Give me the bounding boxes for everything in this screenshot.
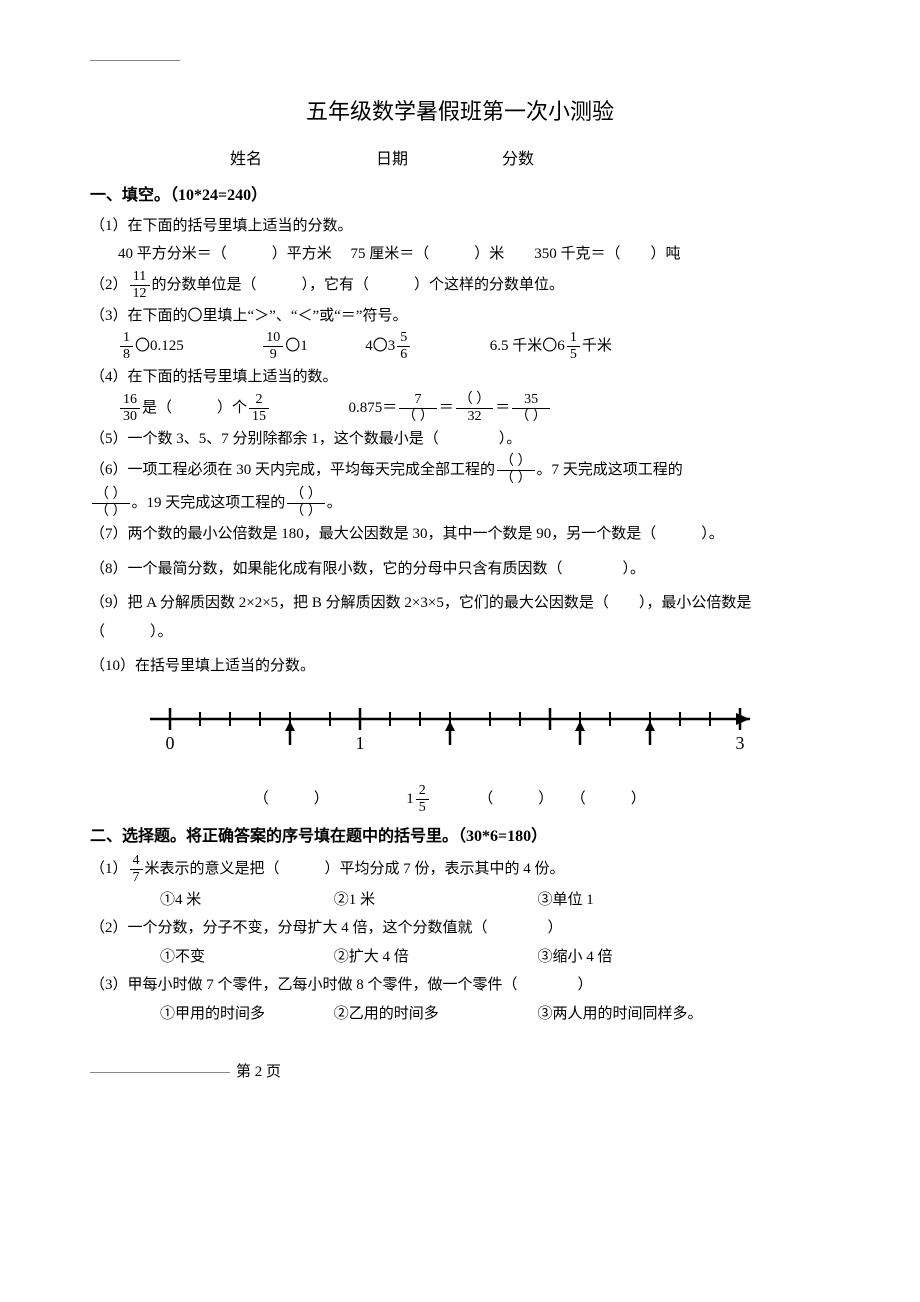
q6-frac1: （ ）（ ）: [497, 454, 535, 487]
section2-head: 二、选择题。将正确答案的序号填在题中的括号里。（30*6=180）: [90, 822, 830, 852]
svg-text:3: 3: [736, 733, 745, 753]
q3d-tail: 千米: [582, 338, 612, 354]
header-name-label: 姓名: [230, 145, 262, 175]
q5: （5）一个数 3、5、7 分别除都余 1，这个数最小是（ ）。: [90, 425, 830, 454]
q3-line: 18〇0.125 109〇1 4〇356 6.5 千米〇615千米: [118, 330, 830, 363]
footer-rule: [90, 1072, 230, 1073]
s2q1-o2: ②1 米: [334, 886, 534, 915]
q4-label: （4）在下面的括号里填上适当的数。: [90, 363, 830, 392]
s2q3-opts: ①甲用的时间多 ②乙用的时间多 ③两人用的时间同样多。: [160, 1000, 830, 1029]
top-rule: [90, 60, 180, 61]
q4b1-frac: 7（ ）: [399, 392, 437, 425]
q10-paren-row: （ ） 125 （ ） （ ）: [190, 783, 830, 816]
q6-mid2: 。19 天完成这项工程的: [132, 495, 286, 511]
q10-p1: （ ）: [254, 785, 329, 814]
s2q1-pre: （1）: [90, 861, 128, 877]
q2: （2）1112的分数单位是（ ），它有（ ）个这样的分数单位。: [90, 269, 830, 302]
q10-p3: （ ）: [571, 785, 646, 814]
q4-eq2: ＝: [495, 400, 510, 416]
s2q3: （3）甲每小时做 7 个零件，乙每小时做 8 个零件，做一个零件（ ）: [90, 971, 830, 1000]
q4b-lhs: 0.875＝: [349, 400, 398, 416]
s2q1-o1: ①4 米: [160, 886, 330, 915]
q3a-frac: 18: [120, 330, 133, 363]
q1-label: （1）在下面的括号里填上适当的分数。: [90, 212, 830, 241]
svg-text:1: 1: [356, 733, 365, 753]
q4a2-frac: 215: [249, 392, 269, 425]
q4b2-frac: （ ）32: [456, 392, 494, 425]
q4a-mid: 是（ ）个: [142, 400, 247, 416]
s2q2-opts: ①不变 ②扩大 4 倍 ③缩小 4 倍: [160, 943, 830, 972]
q3-label: （3）在下面的〇里填上“＞”、“＜”或“＝”符号。: [90, 302, 830, 331]
header-score-label: 分数: [502, 145, 534, 175]
header-row: 姓名 日期 分数: [230, 145, 830, 175]
q4b3-frac: 35（ ）: [512, 392, 550, 425]
q4-line: 1630是（ ）个215 0.875＝7（ ）＝（ ）32＝35（ ）: [118, 392, 830, 425]
s2q1-opts: ①4 米 ②1 米 ③单位 1: [160, 886, 830, 915]
section1-head: 一、填空。（10*24=240）: [90, 181, 830, 211]
svg-text:0: 0: [166, 733, 175, 753]
q4-eq1: ＝: [439, 400, 454, 416]
s2q1: （1）47米表示的意义是把（ ）平均分成 7 份，表示其中的 4 份。: [90, 853, 830, 886]
s2q1-o3: ③单位 1: [538, 886, 594, 915]
q9: （9）把 A 分解质因数 2×2×5，把 B 分解质因数 2×3×5，它们的最大…: [90, 589, 830, 646]
q10-label: （10）在括号里填上适当的分数。: [90, 652, 830, 681]
q6-line2: （ ）（ ）。19 天完成这项工程的（ ）（ ）。: [90, 487, 830, 520]
q6-post: 。7 天完成这项工程的: [537, 462, 683, 478]
q6-frac2: （ ）（ ）: [92, 487, 130, 520]
q2-frac: 1112: [130, 269, 150, 302]
q3d-lhs: 6.5 千米〇6: [490, 338, 565, 354]
header-date-label: 日期: [376, 145, 408, 175]
q2-mid: 的分数单位是（ ），它有（ ）个这样的分数单位。: [152, 277, 565, 293]
q10-p2: （ ）: [478, 785, 553, 814]
s2q1-post: 米表示的意义是把（ ）平均分成 7 份，表示其中的 4 份。: [145, 861, 565, 877]
q3c-frac: 56: [397, 330, 410, 363]
q3b-frac: 109: [263, 330, 283, 363]
q3d-frac: 15: [567, 330, 580, 363]
s2q2-o2: ②扩大 4 倍: [334, 943, 534, 972]
q10-mid: 125: [406, 783, 431, 816]
q3c-lhs: 4〇3: [365, 338, 395, 354]
q2-pre: （2）: [90, 277, 128, 293]
q6: （6）一项工程必须在 30 天内完成，平均每天完成全部工程的（ ）（ ）。7 天…: [90, 454, 830, 487]
page-title: 五年级数学暑假班第一次小测验: [90, 91, 830, 133]
footer: 第 2 页: [90, 1058, 830, 1087]
number-line: 0 1 3: [130, 691, 830, 774]
s2q2-o3: ③缩小 4 倍: [538, 943, 613, 972]
s2q3-o3: ③两人用的时间同样多。: [538, 1000, 703, 1029]
s2q1-frac: 47: [130, 853, 143, 886]
footer-text: 第 2 页: [236, 1064, 281, 1080]
s2q3-o1: ①甲用的时间多: [160, 1000, 330, 1029]
q3a-rhs: 〇0.125: [135, 338, 184, 354]
s2q3-o2: ②乙用的时间多: [334, 1000, 534, 1029]
q8: （8）一个最简分数，如果能化成有限小数，它的分母中只含有质因数（ ）。: [90, 555, 830, 584]
q4a-frac: 1630: [120, 392, 140, 425]
q6-pre: （6）一项工程必须在 30 天内完成，平均每天完成全部工程的: [90, 462, 495, 478]
q3b-rhs: 〇1: [285, 338, 308, 354]
s2q2-o1: ①不变: [160, 943, 330, 972]
q6-tail: 。: [327, 495, 342, 511]
q7: （7）两个数的最小公倍数是 180，最大公因数是 30，其中一个数是 90，另一…: [90, 520, 830, 549]
s2q2: （2）一个分数，分子不变，分母扩大 4 倍，这个分数值就（ ）: [90, 914, 830, 943]
q6-frac3: （ ）（ ）: [287, 487, 325, 520]
q1-line: 40 平方分米＝（ ）平方米 75 厘米＝（ ）米 350 千克＝（ ）吨: [118, 240, 830, 269]
